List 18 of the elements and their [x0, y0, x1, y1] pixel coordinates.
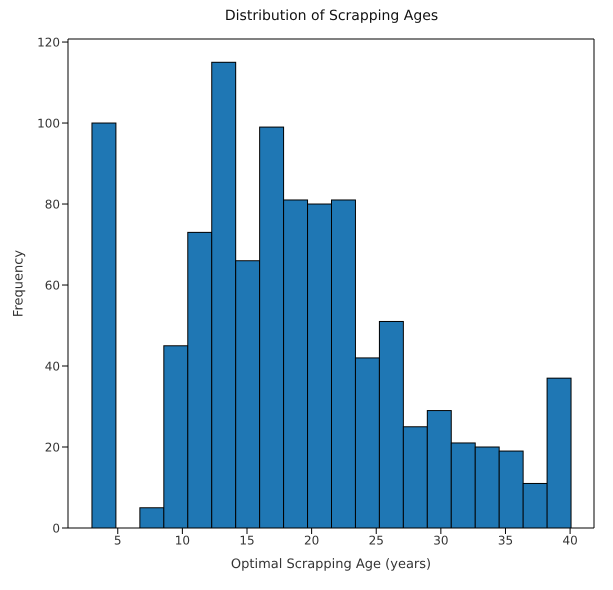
y-tick-label: 0	[52, 521, 60, 536]
chart-title: Distribution of Scrapping Ages	[224, 8, 440, 26]
y-tick-label: 20	[44, 440, 60, 454]
x-tick-label: 20	[304, 534, 320, 548]
y-tick-label: 80	[44, 197, 60, 212]
y-axis-title: Frequency	[12, 250, 27, 318]
y-tick-label: 40	[44, 359, 60, 374]
x-tick-label: 5	[114, 534, 122, 548]
x-tick-label: 25	[368, 534, 384, 548]
x-tick-label: 35	[498, 534, 514, 548]
x-tick-label: 30	[433, 534, 448, 548]
y-tick-label: 100	[37, 116, 60, 130]
x-tick-label: 40	[562, 534, 578, 548]
x-tick-label: 15	[239, 534, 255, 548]
y-tick-label: 120	[37, 35, 60, 50]
y-tick-label: 60	[44, 278, 60, 292]
x-tick-label: 10	[174, 534, 190, 548]
x-axis-title: Optimal Scrapping Age (years)	[230, 557, 432, 572]
